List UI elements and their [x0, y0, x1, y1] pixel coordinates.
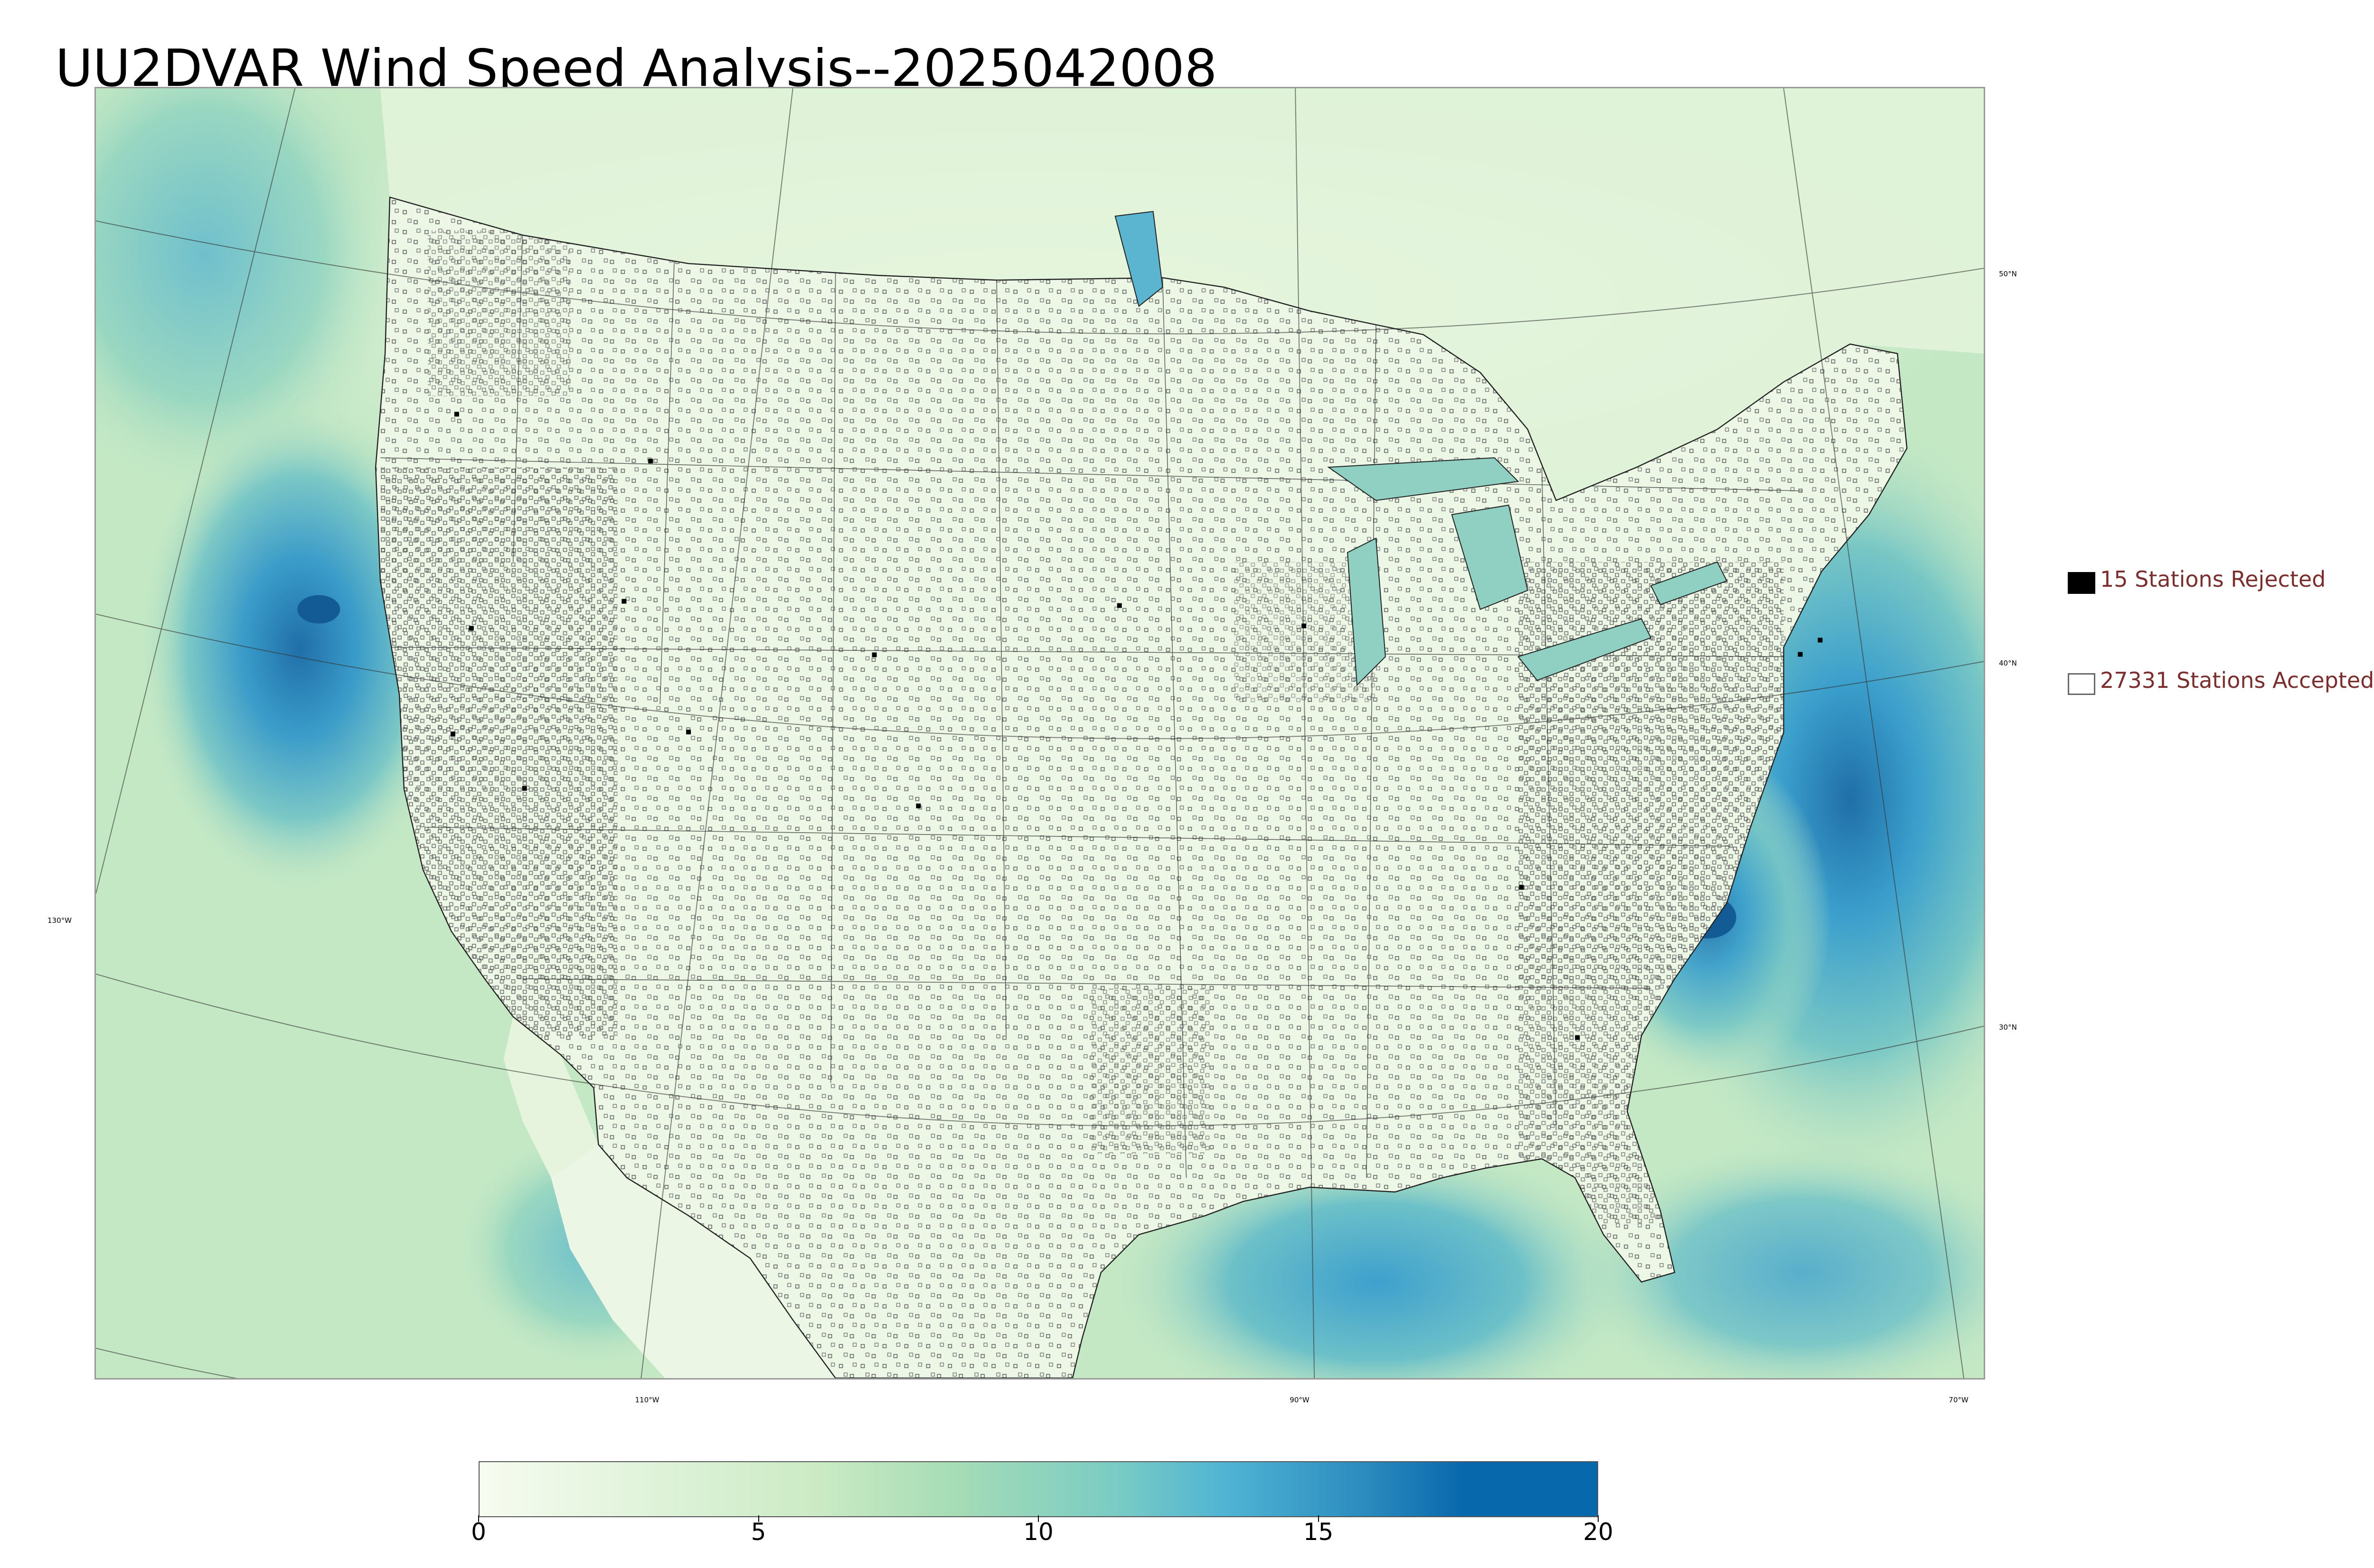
- colorbar-segment: [646, 1462, 813, 1516]
- map-panel: [94, 87, 1985, 1380]
- graticule: [96, 88, 1984, 1378]
- colorbar-tick-mark: [758, 1515, 759, 1522]
- colorbar: [479, 1461, 1598, 1517]
- colorbar-segment: [813, 1462, 947, 1516]
- colorbar-tick-mark: [1318, 1515, 1319, 1522]
- colorbar-tick-label: 20: [1583, 1518, 1613, 1546]
- canada-landmass: [380, 88, 1984, 501]
- latitude-label-50n: 50°N: [1999, 270, 2017, 278]
- colorbar-segment: [1230, 1462, 1364, 1516]
- great-lakes: [1327, 457, 1728, 686]
- latitude-label-40n: 40°N: [1999, 659, 2017, 667]
- longitude-label-90w: 90°W: [1290, 1396, 1309, 1404]
- colorbar-segment: [480, 1462, 647, 1516]
- latitude-label-30n: 30°N: [1999, 1023, 2017, 1032]
- longitude-label-70w: 70°W: [1949, 1396, 1969, 1404]
- wind-speed-map: [96, 88, 1984, 1378]
- colorbar-segment: [946, 1462, 1114, 1516]
- colorbar-tick-label: 15: [1303, 1518, 1334, 1546]
- colorbar-segment: [1463, 1462, 1597, 1516]
- colorbar-tick-label: 0: [471, 1518, 486, 1546]
- rejected-stations: [450, 412, 1823, 1040]
- colorbar-segment: [1364, 1462, 1464, 1516]
- accepted-marker-swatch: [2068, 673, 2095, 695]
- mexico-landmass: [551, 1145, 836, 1378]
- longitude-label-130w: 130°W: [47, 916, 72, 925]
- rejected-marker-swatch: [2068, 572, 2095, 594]
- colorbar-tick-mark: [1598, 1515, 1599, 1522]
- legend-rejected-label: 15 Stations Rejected: [2100, 566, 2326, 592]
- colorbar-tick-mark: [478, 1515, 479, 1522]
- longitude-label-110w: 110°W: [635, 1396, 659, 1404]
- colorbar-tick-label: 10: [1023, 1518, 1054, 1546]
- colorbar-segment: [1113, 1462, 1231, 1516]
- lake-winnipeg: [1114, 211, 1163, 307]
- legend-accepted-label: 27331 Stations Accepted: [2100, 667, 2374, 693]
- colorbar-tick-mark: [1038, 1515, 1039, 1522]
- colorbar-tick-label: 5: [751, 1518, 766, 1546]
